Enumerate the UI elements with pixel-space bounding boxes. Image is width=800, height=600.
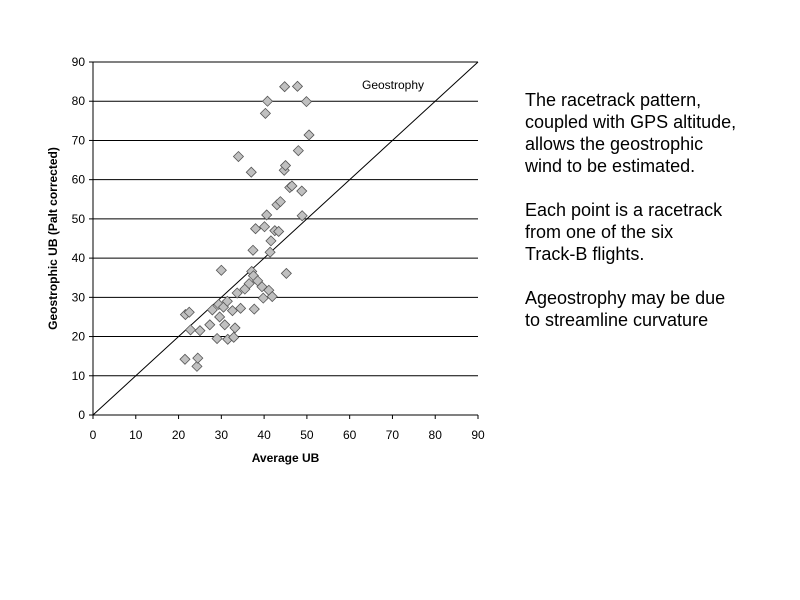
y-tick-label: 0 — [78, 408, 85, 422]
text-line: Ageostrophy may be due — [525, 288, 726, 308]
data-point — [229, 322, 241, 334]
x-tick-label: 30 — [215, 428, 229, 442]
data-point — [231, 287, 243, 299]
text-line: wind to be estimated. — [525, 156, 696, 176]
paragraph-points: Each point is a racetrack from one of th… — [525, 199, 787, 265]
data-point — [248, 303, 260, 315]
data-point — [265, 235, 277, 247]
data-point — [219, 319, 231, 331]
data-point — [243, 278, 255, 290]
data-point — [261, 95, 274, 107]
text-line: allows the geostrophic — [525, 134, 704, 154]
data-point — [235, 302, 247, 314]
y-tick-label: 90 — [72, 55, 86, 69]
text-line: Track-B flights. — [525, 244, 645, 264]
gridlines — [93, 61, 478, 377]
data-point — [249, 223, 262, 235]
text-line: The racetrack pattern, — [525, 90, 702, 110]
explanation-text: The racetrack pattern, coupled with GPS … — [525, 89, 787, 353]
y-axis-title: Geostrophic UB (Palt corrected) — [46, 147, 60, 330]
data-point — [192, 352, 204, 364]
text-line: Each point is a racetrack — [525, 200, 723, 220]
y-tick-label: 30 — [72, 290, 86, 304]
data-point — [228, 331, 240, 343]
x-tick-label: 40 — [257, 428, 271, 442]
y-tick-label: 10 — [72, 369, 86, 383]
data-point — [264, 246, 276, 258]
y-tick-label: 80 — [72, 94, 86, 108]
x-tick-label: 80 — [429, 428, 443, 442]
data-point — [259, 107, 271, 119]
x-tick-label: 20 — [172, 428, 186, 442]
x-axis-ticks: 0 10 20 30 40 50 60 70 80 90 — [90, 415, 485, 442]
paragraph-racetrack: The racetrack pattern, coupled with GPS … — [525, 89, 787, 177]
data-point — [245, 166, 257, 178]
data-point — [300, 96, 313, 108]
geostrophy-line — [92, 61, 479, 416]
data-point — [258, 221, 271, 233]
data-point — [184, 324, 197, 336]
data-point — [215, 264, 227, 276]
x-tick-label: 60 — [343, 428, 357, 442]
data-point — [211, 332, 223, 345]
data-point — [214, 311, 226, 323]
x-tick-label: 0 — [90, 428, 97, 442]
geostrophy-label: Geostrophy — [362, 78, 424, 92]
data-points — [179, 80, 315, 372]
data-point — [296, 185, 308, 197]
x-tick-label: 90 — [471, 428, 485, 442]
x-tick-label: 10 — [129, 428, 143, 442]
y-tick-label: 70 — [72, 133, 86, 147]
y-tick-label: 40 — [72, 251, 86, 265]
x-tick-label: 70 — [386, 428, 400, 442]
y-tick-label: 20 — [72, 330, 86, 344]
data-point — [261, 209, 273, 221]
data-point — [232, 150, 245, 163]
data-point — [266, 290, 278, 303]
data-point — [291, 80, 304, 92]
text-line: to streamline curvature — [525, 310, 709, 330]
text-line: from one of the six — [525, 222, 674, 242]
data-point — [280, 267, 292, 279]
data-point — [206, 304, 218, 316]
data-point — [194, 325, 206, 337]
data-point — [191, 360, 203, 372]
data-point — [183, 306, 195, 318]
data-point — [273, 225, 285, 238]
x-axis-title: Average UB — [252, 451, 320, 465]
data-point — [247, 244, 259, 256]
data-point — [221, 295, 233, 307]
data-point — [257, 292, 269, 304]
data-point — [179, 353, 191, 365]
data-point — [303, 129, 315, 141]
data-point — [279, 159, 292, 172]
y-axis-ticks: 0 10 20 30 40 50 60 70 80 90 — [72, 55, 93, 422]
data-point — [292, 145, 304, 157]
data-point — [296, 210, 308, 222]
x-tick-label: 50 — [300, 428, 314, 442]
paragraph-ageostrophy: Ageostrophy may be due to streamline cur… — [525, 287, 787, 331]
data-point — [204, 319, 216, 331]
data-point — [274, 196, 286, 208]
text-line: coupled with GPS altitude, — [525, 112, 737, 132]
data-point — [279, 81, 291, 93]
y-tick-label: 50 — [72, 212, 86, 226]
y-tick-label: 60 — [72, 173, 86, 187]
data-point — [286, 180, 298, 192]
